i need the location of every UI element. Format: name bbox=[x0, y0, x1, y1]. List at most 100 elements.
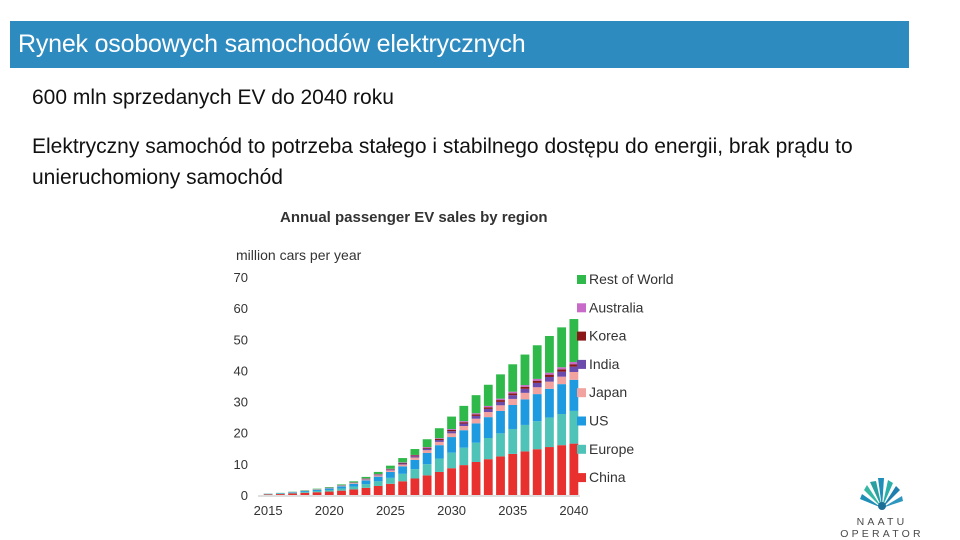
bar-segment-china-2026 bbox=[398, 481, 408, 495]
bar-segment-us-2032 bbox=[471, 423, 481, 443]
bar-segment-rest-of-world-2039 bbox=[557, 327, 567, 368]
y-tick-label: 50 bbox=[234, 332, 248, 347]
bar-segment-korea-2031 bbox=[459, 422, 469, 424]
y-tick-label: 0 bbox=[241, 488, 248, 503]
bar-segment-us-2027 bbox=[410, 459, 420, 470]
bar-segment-rest-of-world-2037 bbox=[532, 345, 542, 379]
bar-segment-china-2033 bbox=[483, 459, 493, 495]
bar-segment-us-2018 bbox=[300, 490, 310, 492]
bar-segment-india-2035 bbox=[508, 395, 518, 399]
bar-segment-china-2020 bbox=[324, 491, 334, 495]
bar-segment-india-2024 bbox=[373, 474, 383, 476]
bar-segment-us-2021 bbox=[337, 486, 346, 489]
bar-segment-europe-2020 bbox=[324, 490, 334, 492]
bar-segment-us-2030 bbox=[447, 437, 456, 453]
legend-label-rest-of-world: Rest of World bbox=[589, 271, 674, 287]
bar-segment-us-2040 bbox=[569, 379, 579, 411]
bar-segment-japan-2033 bbox=[483, 412, 493, 418]
y-axis-label: million cars per year bbox=[236, 247, 362, 263]
bar-segment-korea-2030 bbox=[447, 429, 456, 432]
bar-segment-korea-2033 bbox=[483, 407, 493, 409]
legend-label-australia: Australia bbox=[589, 299, 644, 315]
x-tick-label: 2020 bbox=[315, 503, 344, 518]
x-tick-label: 2030 bbox=[437, 503, 466, 518]
bar-segment-china-2031 bbox=[459, 465, 469, 495]
bar-segment-china-2024 bbox=[373, 485, 383, 495]
bar-segment-korea-2037 bbox=[532, 380, 542, 383]
y-tick-label: 30 bbox=[234, 395, 248, 410]
bar-segment-india-2025 bbox=[386, 469, 395, 471]
bar-segment-china-2036 bbox=[520, 451, 530, 495]
bar-segment-japan-2029 bbox=[434, 441, 444, 446]
legend-swatch-us bbox=[577, 416, 586, 426]
bar-segment-europe-2036 bbox=[520, 424, 530, 452]
legend-swatch-rest-of-world bbox=[577, 275, 586, 284]
bar-segment-china-2037 bbox=[532, 449, 542, 495]
bar-segment-korea-2029 bbox=[434, 439, 444, 441]
bar-segment-europe-2038 bbox=[545, 417, 554, 448]
bar-segment-korea-2034 bbox=[496, 400, 505, 402]
bar-segment-japan-2028 bbox=[422, 450, 432, 453]
slide-title: Rynek osobowych samochodów elektrycznych bbox=[18, 30, 526, 58]
bar-segment-china-2016 bbox=[275, 494, 285, 495]
legend-swatch-india bbox=[577, 359, 586, 369]
bar-segment-us-2026 bbox=[398, 466, 408, 474]
bar-segment-australia-2028 bbox=[422, 447, 432, 448]
legend-swatch-china bbox=[577, 473, 586, 483]
bar-segment-europe-2028 bbox=[422, 464, 432, 476]
feather-headdress-icon bbox=[860, 478, 903, 510]
bar-segment-rest-of-world-2022 bbox=[349, 481, 359, 483]
bar-segment-us-2028 bbox=[422, 452, 432, 465]
bar-segment-europe-2037 bbox=[532, 421, 542, 450]
bar-segment-us-2034 bbox=[496, 410, 505, 434]
bar-segment-korea-2035 bbox=[508, 393, 518, 396]
bar-segment-rest-of-world-2029 bbox=[434, 428, 444, 439]
bar-segment-india-2030 bbox=[447, 431, 456, 434]
bar-segment-korea-2038 bbox=[545, 374, 554, 377]
bar-segment-europe-2029 bbox=[434, 458, 444, 472]
bar-segment-japan-2037 bbox=[532, 387, 542, 395]
y-tick-label: 20 bbox=[234, 426, 248, 441]
bar-segment-china-2015 bbox=[263, 494, 273, 495]
legend-label-china: China bbox=[589, 469, 626, 485]
bar-segment-rest-of-world-2021 bbox=[337, 484, 346, 486]
bar-segment-china-2028 bbox=[422, 475, 432, 495]
bar-segment-korea-2026 bbox=[398, 462, 408, 464]
bar-segment-india-2027 bbox=[410, 456, 420, 458]
bar-segment-japan-2032 bbox=[471, 418, 481, 424]
bar-segment-europe-2026 bbox=[398, 473, 408, 482]
bar-segment-europe-2039 bbox=[557, 414, 567, 446]
bar-segment-japan-2038 bbox=[545, 381, 554, 389]
bar-segment-europe-2023 bbox=[361, 484, 371, 488]
bar-segment-us-2025 bbox=[386, 471, 395, 478]
x-tick-label: 2035 bbox=[498, 503, 527, 518]
bar-segment-us-2037 bbox=[532, 394, 542, 422]
bar-segment-rest-of-world-2031 bbox=[459, 405, 469, 422]
bar-segment-australia-2030 bbox=[447, 429, 456, 430]
bar-segment-china-2038 bbox=[545, 447, 554, 495]
bar-segment-europe-2019 bbox=[312, 490, 322, 493]
bar-segment-india-2040 bbox=[569, 366, 579, 372]
bar-segment-europe-2034 bbox=[496, 433, 505, 457]
bar-segment-india-2036 bbox=[520, 388, 530, 393]
legend-swatch-europe bbox=[577, 444, 586, 454]
bar-segment-australia-2035 bbox=[508, 391, 518, 394]
bar-segment-us-2019 bbox=[312, 489, 322, 491]
bar-segment-india-2038 bbox=[545, 376, 554, 382]
bar-segment-japan-2023 bbox=[361, 479, 371, 481]
bar-segment-europe-2040 bbox=[569, 410, 579, 444]
bar-segment-rest-of-world-2023 bbox=[361, 476, 371, 479]
legend-label-us: US bbox=[589, 413, 608, 429]
bar-segment-china-2039 bbox=[557, 445, 567, 495]
bar-segment-australia-2031 bbox=[459, 421, 469, 423]
bar-segment-europe-2017 bbox=[288, 492, 297, 494]
bar-segment-rest-of-world-2040 bbox=[569, 319, 579, 363]
bar-segment-us-2033 bbox=[483, 417, 493, 439]
bar-segment-korea-2027 bbox=[410, 455, 420, 457]
bar-segment-japan-2031 bbox=[459, 426, 469, 431]
bar-segment-japan-2024 bbox=[373, 475, 383, 477]
bar-segment-us-2035 bbox=[508, 405, 518, 429]
bar-segment-europe-2021 bbox=[337, 488, 346, 491]
bar-segment-australia-2033 bbox=[483, 405, 493, 408]
bar-segment-europe-2018 bbox=[300, 491, 310, 493]
